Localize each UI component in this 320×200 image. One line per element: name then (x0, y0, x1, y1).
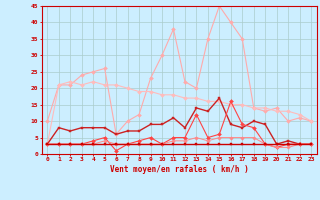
X-axis label: Vent moyen/en rafales ( km/h ): Vent moyen/en rafales ( km/h ) (110, 165, 249, 174)
